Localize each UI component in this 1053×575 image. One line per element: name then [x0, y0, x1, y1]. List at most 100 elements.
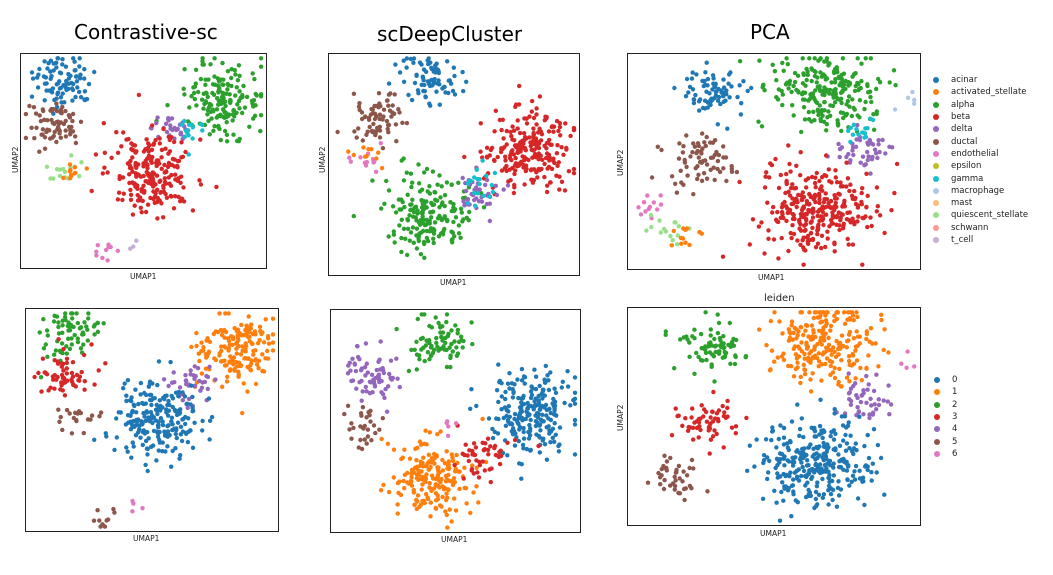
scatter-point-0: [544, 457, 550, 462]
scatter-point-0: [468, 406, 473, 411]
scatter-point-beta: [819, 233, 825, 238]
scatter-point-alpha: [405, 217, 410, 222]
scatter-point-beta: [806, 202, 812, 207]
scatter-point-4: [874, 372, 879, 377]
scatter-point-beta: [889, 208, 894, 213]
scatter-point-alpha: [844, 102, 849, 107]
scatter-point-ductal: [696, 155, 701, 160]
scatter-point-1: [238, 352, 244, 357]
scatter-point-acinar: [63, 64, 69, 69]
scatter-point-1: [234, 351, 239, 356]
legend-label: schwann: [951, 222, 989, 233]
scatter-point-5: [351, 425, 356, 431]
scatter-point-beta: [544, 146, 549, 151]
scatter-point-beta: [119, 144, 124, 149]
scatter-point-beta: [129, 146, 134, 152]
scatter-point-beta: [815, 231, 820, 237]
scatter-point-beta: [523, 148, 528, 153]
scatter-point-alpha: [774, 95, 779, 100]
scatter-point-alpha: [877, 80, 883, 85]
scatter-point-ductal: [373, 132, 378, 138]
scatter-point-0: [192, 420, 197, 425]
scatter-point-0: [124, 445, 129, 450]
scatter-point-2: [43, 342, 48, 347]
scatter-point-4: [172, 380, 177, 385]
scatter-point-1: [423, 492, 429, 497]
scatter-point-0: [853, 463, 859, 469]
scatter-point-2: [678, 337, 683, 342]
scatter-point-1: [391, 475, 396, 480]
scatter-point-1: [828, 323, 834, 329]
scatter-point-beta: [850, 196, 855, 201]
scatter-point-0: [184, 401, 189, 407]
scatter-point-0: [160, 422, 166, 428]
scatter-point-activated_stellate: [68, 167, 73, 173]
scatter-point-1: [464, 501, 469, 506]
scatter-point-2: [439, 334, 444, 340]
scatter-point-1: [832, 318, 837, 324]
scatter-point-alpha: [212, 74, 217, 79]
panel-pca-celltype: [627, 53, 921, 270]
scatter-point-beta: [804, 198, 809, 204]
scatter-point-1: [791, 374, 797, 379]
scatter-point-2: [700, 358, 705, 363]
scatter-point-0: [519, 366, 525, 372]
scatter-point-0: [156, 359, 162, 364]
scatter-point-acinar: [52, 97, 57, 103]
legend-marker: [934, 414, 940, 421]
scatter-point-delta: [836, 141, 841, 147]
scatter-point-0: [797, 450, 802, 456]
scatter-point-beta: [561, 152, 566, 157]
scatter-point-1: [222, 327, 227, 333]
scatter-point-alpha: [449, 238, 454, 243]
scatter-point-beta: [136, 92, 142, 98]
scatter-point-2: [53, 348, 59, 353]
scatter-point-acinar: [443, 90, 448, 95]
scatter-point-4: [177, 385, 183, 390]
scatter-point-beta: [543, 155, 549, 161]
scatter-point-1: [787, 329, 792, 335]
scatter-point-0: [494, 388, 500, 393]
scatter-point-0: [812, 452, 817, 457]
scatter-point-ductal: [63, 134, 69, 139]
scatter-point-acinar: [727, 95, 732, 100]
scatter-point-0: [565, 384, 571, 389]
scatter-point-1: [816, 351, 821, 356]
scatter-point-5: [661, 486, 667, 492]
scatter-point-ductal: [692, 144, 698, 149]
scatter-point-1: [250, 331, 256, 337]
scatter-point-beta: [815, 213, 820, 219]
scatter-point-beta: [815, 241, 821, 246]
scatter-point-0: [170, 396, 176, 401]
scatter-point-0: [503, 389, 508, 395]
scatter-point-5: [111, 506, 116, 512]
scatter-point-2: [414, 367, 419, 372]
scatter-point-1: [824, 345, 829, 350]
scatter-point-beta: [503, 154, 508, 159]
scatter-point-beta: [778, 172, 783, 178]
scatter-point-3: [60, 388, 65, 393]
scatter-point-beta: [167, 149, 173, 154]
scatter-point-acinar: [77, 64, 82, 69]
scatter-point-1: [809, 349, 814, 354]
scatter-point-alpha: [427, 184, 432, 189]
scatter-point-2: [732, 361, 738, 367]
scatter-point-beta: [882, 230, 887, 236]
scatter-point-0: [553, 390, 559, 395]
scatter-point-0: [138, 380, 144, 386]
scatter-point-0: [812, 470, 817, 475]
scatter-point-delta: [880, 137, 885, 143]
scatter-point-ductal: [59, 111, 64, 116]
scatter-point-1: [769, 348, 775, 353]
scatter-point-1: [418, 502, 424, 507]
scatter-point-3: [714, 431, 719, 437]
scatter-point-ductal: [701, 171, 707, 176]
scatter-point-1: [444, 491, 449, 496]
scatter-point-1: [808, 389, 814, 394]
scatter-point-1: [420, 460, 425, 466]
scatter-point-0: [572, 390, 578, 395]
scatter-point-beta: [805, 239, 810, 244]
scatter-point-delta: [866, 154, 871, 159]
scatter-point-beta: [845, 236, 850, 242]
scatter-point-3: [497, 449, 502, 455]
